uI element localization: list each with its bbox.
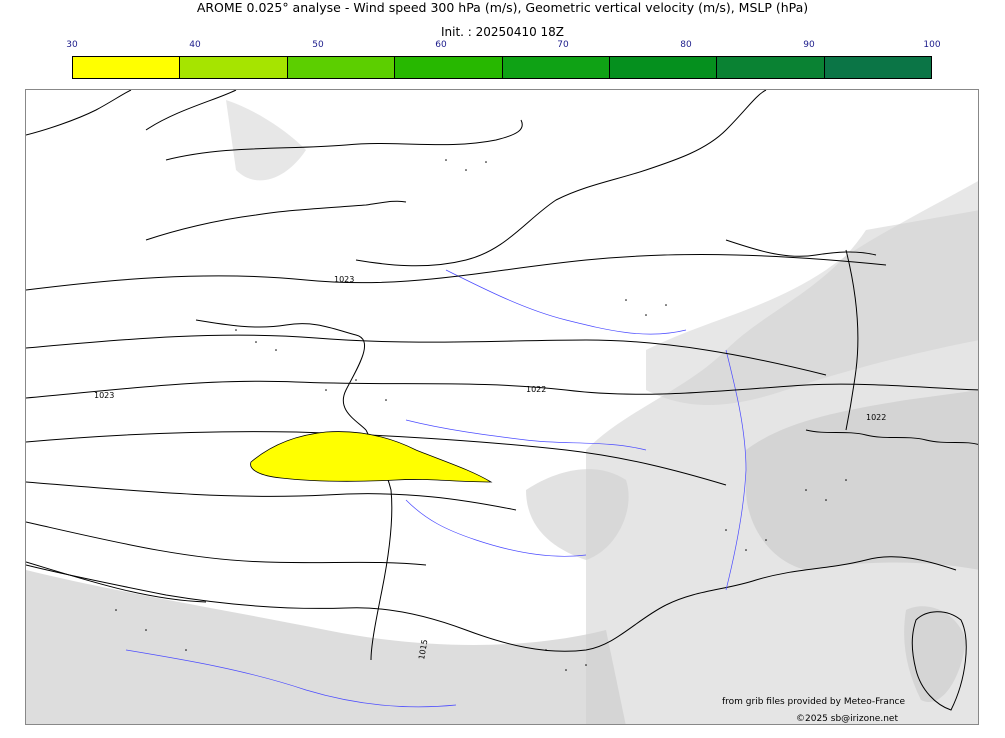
colorbar-tick: 30	[66, 40, 78, 50]
colorbar-segment	[824, 57, 931, 78]
rivers	[125, 269, 747, 708]
colorbar-tick: 80	[680, 40, 692, 50]
isobar-label: 1023	[94, 391, 114, 400]
coastlines	[26, 90, 978, 711]
colorbar-segment	[287, 57, 396, 78]
colorbar-segment	[73, 57, 181, 78]
weather-map: 1023 1022 1023 1022 1015	[25, 89, 979, 725]
isobar-label: 1022	[866, 413, 886, 422]
colorbar	[72, 56, 932, 79]
copyright-credit: ©2025 sb@irizone.net	[796, 714, 898, 724]
colorbar-ticks: 30 40 50 60 70 80 90 100	[0, 40, 1005, 54]
data-source-credit: from grib files provided by Meteo-France	[722, 697, 906, 707]
colorbar-segment	[502, 57, 610, 78]
isobar-labels: 1023 1022 1023 1022 1015	[94, 275, 886, 660]
velocity-dots	[115, 159, 847, 671]
colorbar-segment	[180, 57, 288, 78]
colorbar-tick: 50	[312, 40, 324, 50]
init-time: Init. : 20250410 18Z	[440, 25, 565, 39]
isobar-label: 1023	[334, 275, 354, 284]
colorbar-tick: 100	[923, 40, 941, 50]
wind-speed-area	[250, 431, 493, 483]
colorbar-tick: 40	[189, 40, 201, 50]
colorbar-tick: 60	[435, 40, 447, 50]
isobar-label: 1015	[417, 639, 429, 661]
map-title: AROME 0.025° analyse - Wind speed 300 hP…	[196, 0, 809, 15]
colorbar-tick: 90	[803, 40, 815, 50]
isobars	[26, 254, 978, 603]
colorbar-tick: 70	[557, 40, 569, 50]
colorbar-segment	[717, 57, 825, 78]
isobar-label: 1022	[526, 385, 546, 394]
terrain-shading	[26, 100, 978, 724]
colorbar-segment	[609, 57, 718, 78]
colorbar-segment	[395, 57, 503, 78]
map-canvas: 1023 1022 1023 1022 1015	[26, 90, 978, 724]
